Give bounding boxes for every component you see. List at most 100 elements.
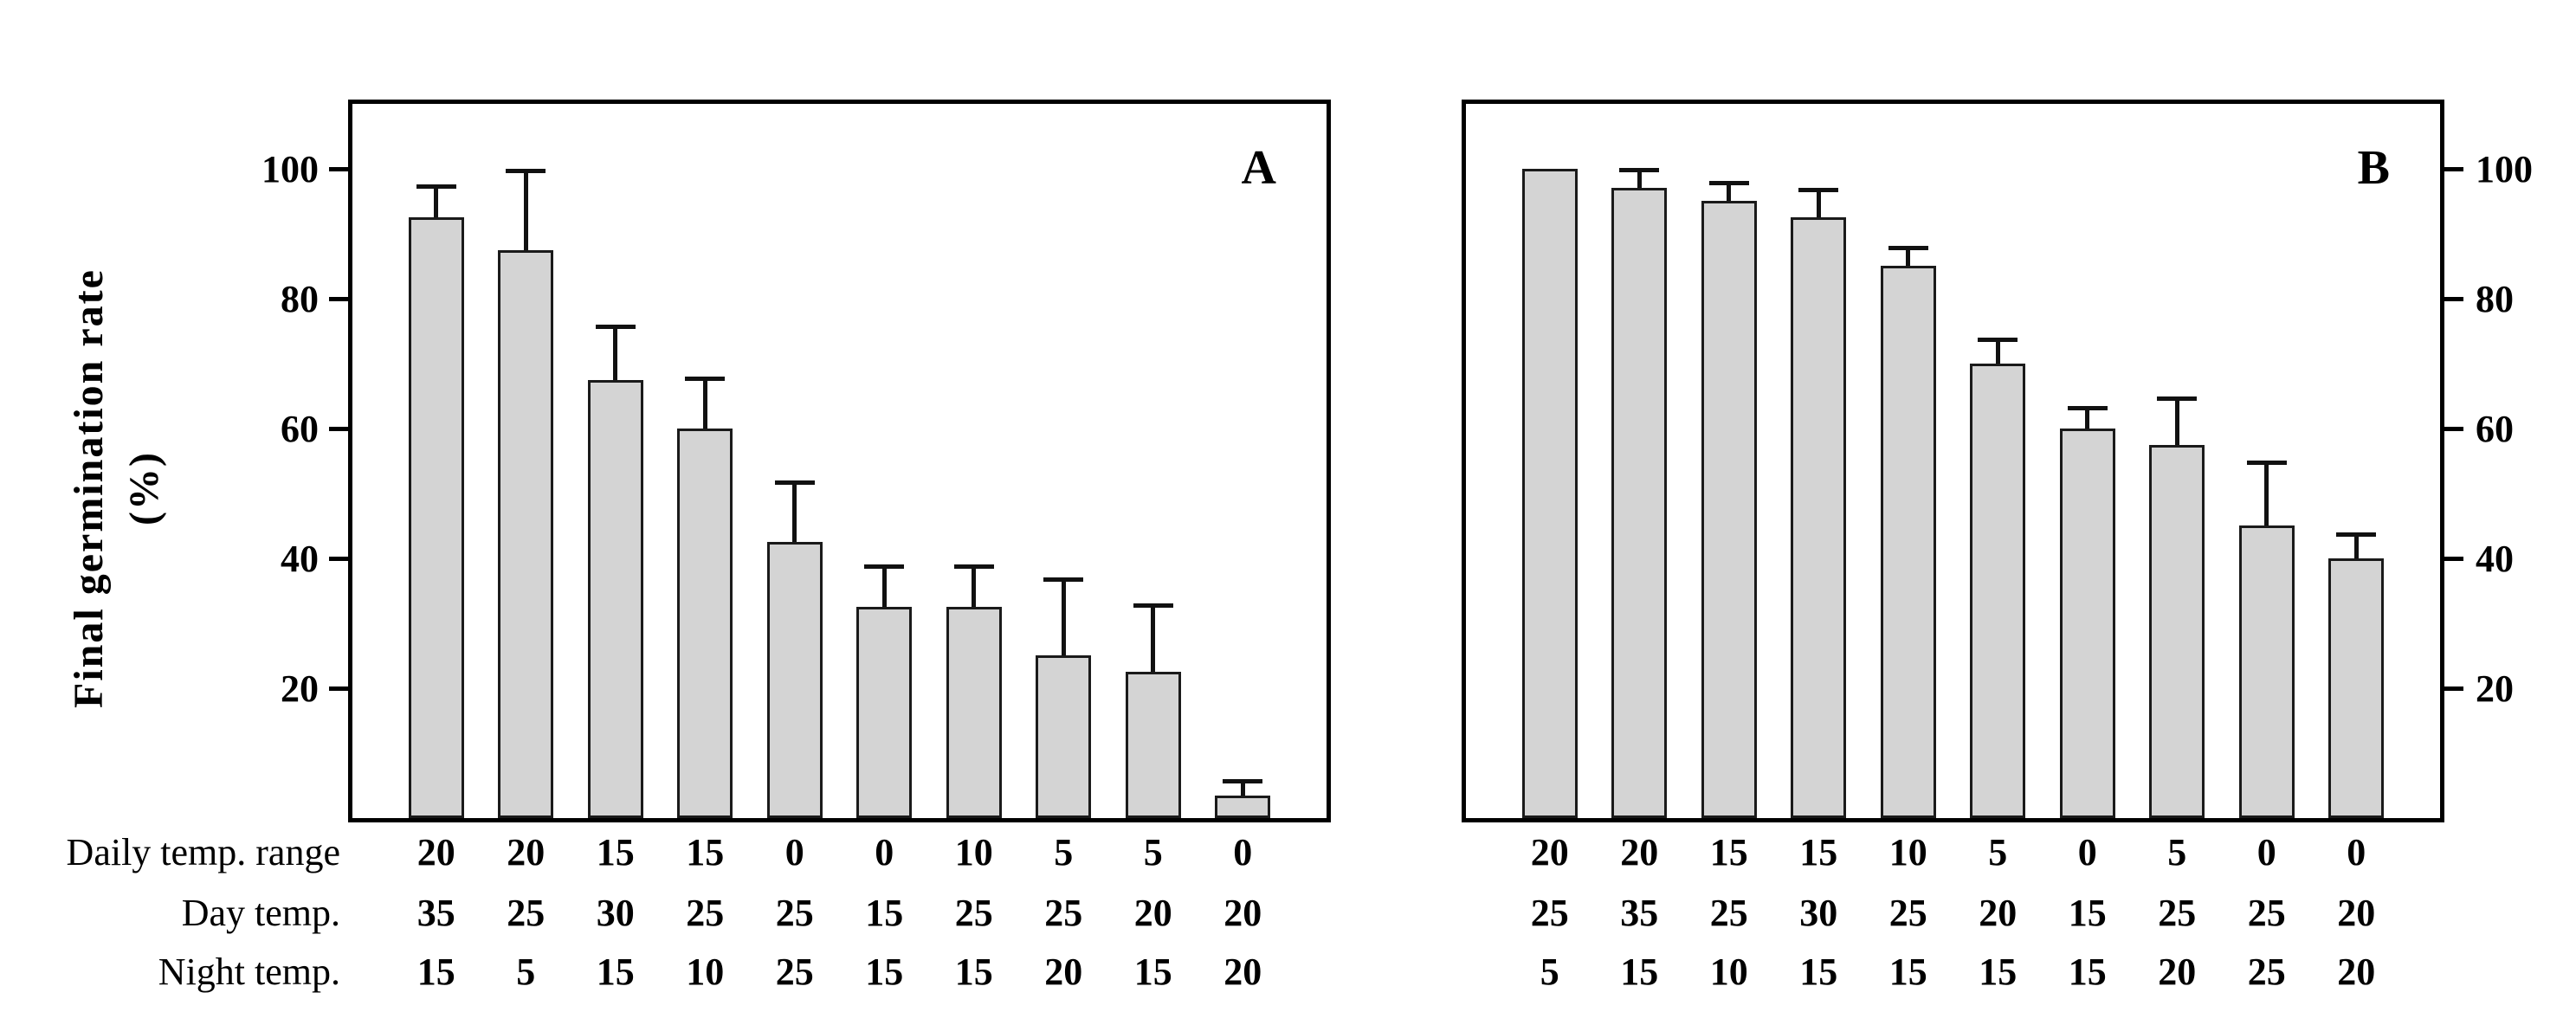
y-tick bbox=[2444, 167, 2463, 171]
condition-row-daily_temp_range: 20 20 15 15 10 5 0 5 0 0 bbox=[1466, 829, 2440, 876]
y-tick bbox=[2444, 427, 2463, 431]
condition-value: 30 bbox=[596, 892, 635, 934]
condition-value: 0 bbox=[2077, 831, 2097, 873]
error-bar bbox=[1978, 338, 2018, 364]
panel-b-bars bbox=[1466, 104, 2440, 818]
condition-value: 25 bbox=[686, 892, 725, 934]
y-tick bbox=[2444, 557, 2463, 561]
condition-value: 20 bbox=[1530, 831, 1569, 873]
bar-slot bbox=[1019, 104, 1109, 818]
condition-value: 15 bbox=[1799, 951, 1838, 993]
bar-slot bbox=[481, 104, 571, 818]
condition-value: 25 bbox=[2247, 951, 2286, 993]
y-tick-label: 80 bbox=[2476, 278, 2514, 320]
bar-slot bbox=[1595, 104, 1685, 818]
bar bbox=[498, 250, 554, 818]
error-bar bbox=[1708, 181, 1749, 201]
bar-slot bbox=[571, 104, 661, 818]
bar-slot bbox=[1505, 104, 1595, 818]
condition-value: 15 bbox=[1979, 951, 2018, 993]
y-tick-label: 40 bbox=[2476, 538, 2514, 580]
bar-slot bbox=[1108, 104, 1198, 818]
error-bar bbox=[685, 377, 726, 429]
condition-value: 25 bbox=[2158, 892, 2197, 934]
bar bbox=[1701, 201, 1757, 818]
bar bbox=[1125, 672, 1181, 818]
condition-value: 25 bbox=[507, 892, 546, 934]
bar-slot bbox=[391, 104, 481, 818]
y-tick bbox=[329, 686, 348, 691]
condition-row-daily_temp_range: 20 20 15 15 0 0 10 5 5 0 bbox=[352, 829, 1327, 876]
condition-value: 15 bbox=[865, 892, 904, 934]
condition-value: 15 bbox=[1133, 951, 1172, 993]
error-bar bbox=[2067, 406, 2108, 429]
error-bar bbox=[1043, 577, 1084, 655]
bar-slot bbox=[750, 104, 840, 818]
condition-value: 5 bbox=[1988, 831, 2008, 873]
error-bar bbox=[2246, 461, 2287, 525]
condition-value: 25 bbox=[1709, 892, 1748, 934]
error-bar bbox=[953, 564, 994, 607]
bar-slot bbox=[2312, 104, 2402, 818]
bar-slot bbox=[661, 104, 751, 818]
condition-value: 15 bbox=[416, 951, 455, 993]
condition-value: 0 bbox=[2347, 831, 2366, 873]
bar-slot bbox=[1953, 104, 2043, 818]
condition-value: 5 bbox=[2167, 831, 2187, 873]
condition-value: 0 bbox=[784, 831, 804, 873]
panel-a-label: A bbox=[1241, 141, 1276, 195]
error-bar bbox=[595, 325, 636, 380]
bar bbox=[408, 217, 464, 818]
bar-slot bbox=[2043, 104, 2133, 818]
condition-value: 15 bbox=[2068, 892, 2107, 934]
bar bbox=[1880, 266, 1936, 818]
error-bar bbox=[1133, 603, 1173, 672]
bar-slot bbox=[1774, 104, 1864, 818]
bar bbox=[587, 380, 643, 818]
error-bar bbox=[416, 184, 456, 217]
panel-b: B bbox=[1462, 100, 2444, 822]
bar bbox=[1215, 796, 1271, 818]
condition-row-night_temp: 15 5 15 10 25 15 15 20 15 20 bbox=[352, 949, 1327, 996]
y-tick bbox=[2444, 686, 2463, 691]
condition-value: 30 bbox=[1799, 892, 1838, 934]
condition-value: 25 bbox=[775, 892, 814, 934]
y-tick bbox=[329, 167, 348, 171]
panel-b-label: B bbox=[2357, 141, 2390, 195]
condition-value: 15 bbox=[596, 951, 635, 993]
y-tick-label: 60 bbox=[281, 408, 319, 450]
condition-value: 5 bbox=[516, 951, 536, 993]
bar-slot bbox=[2133, 104, 2223, 818]
condition-value: 15 bbox=[865, 951, 904, 993]
y-axis-left: 20 40 60 80 100 bbox=[0, 100, 348, 819]
condition-value: 20 bbox=[1620, 831, 1659, 873]
condition-value: 10 bbox=[954, 831, 993, 873]
bar bbox=[1611, 188, 1668, 818]
bar-slot bbox=[1198, 104, 1288, 818]
condition-value: 20 bbox=[2337, 892, 2376, 934]
condition-value: 0 bbox=[875, 831, 894, 873]
condition-value: 5 bbox=[1143, 831, 1163, 873]
y-tick-label: 20 bbox=[281, 667, 319, 710]
condition-value: 5 bbox=[1054, 831, 1074, 873]
condition-value: 10 bbox=[686, 951, 725, 993]
y-tick-label: 40 bbox=[281, 538, 319, 580]
y-axis-right: 20 40 60 80 100 bbox=[2444, 100, 2576, 819]
bar bbox=[2149, 445, 2205, 818]
bar-slot bbox=[1863, 104, 1953, 818]
condition-value: 10 bbox=[1888, 831, 1927, 873]
bar bbox=[946, 607, 1002, 818]
panel-a: A bbox=[348, 100, 1331, 822]
condition-value: 20 bbox=[416, 831, 455, 873]
condition-value: 25 bbox=[1888, 892, 1927, 934]
condition-value: 15 bbox=[954, 951, 993, 993]
condition-value: 0 bbox=[1233, 831, 1253, 873]
bar bbox=[2059, 429, 2115, 818]
bar bbox=[1791, 217, 1847, 818]
bar bbox=[1970, 364, 2026, 818]
error-bar bbox=[1798, 188, 1839, 217]
condition-value: 20 bbox=[1133, 892, 1172, 934]
condition-value: 10 bbox=[1709, 951, 1748, 993]
bar bbox=[2328, 558, 2385, 818]
